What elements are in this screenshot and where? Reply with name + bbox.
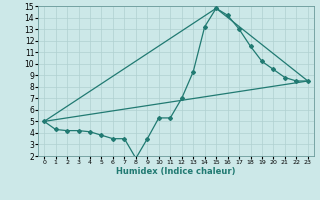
X-axis label: Humidex (Indice chaleur): Humidex (Indice chaleur) <box>116 167 236 176</box>
